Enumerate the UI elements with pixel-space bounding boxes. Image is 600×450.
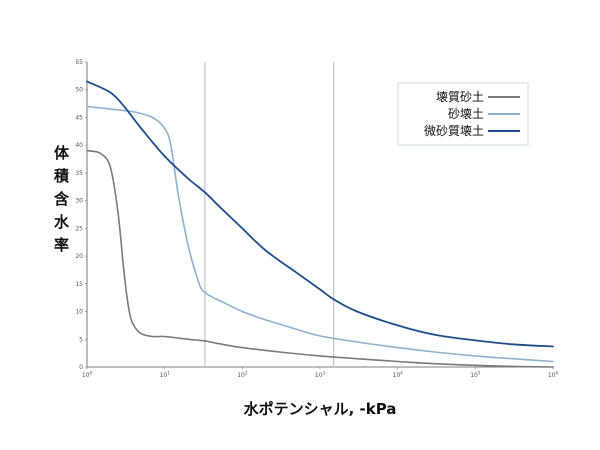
y-tick-label: 20 — [75, 253, 83, 260]
y-tick-label: 40 — [75, 142, 83, 149]
x-tick-label: 104 — [393, 371, 404, 380]
y-tick-label: 5 — [79, 336, 83, 343]
x-tick-label: 105 — [470, 371, 481, 380]
y-tick-label: 45 — [75, 114, 83, 121]
x-axis-title: 水ポテンシャル, -kPa — [244, 400, 397, 418]
x-tick-label: 102 — [237, 371, 248, 380]
y-tick-label: 25 — [75, 225, 83, 232]
y-tick-label: 10 — [75, 309, 83, 316]
series-line-3 — [86, 80, 554, 348]
x-ticks: 100 101 102 103 104 105 106 — [82, 367, 559, 379]
y-axis-title: 体積含水率 — [53, 144, 70, 254]
reference-lines — [204, 62, 335, 367]
y-tick-label: 50 — [75, 87, 83, 94]
y-tick-label: 15 — [75, 281, 83, 288]
series-lines — [86, 80, 554, 368]
series-line-1 — [86, 149, 554, 368]
legend-label-2: 砂壊土 — [448, 107, 484, 121]
legend-label-3: 微砂質壊土 — [424, 123, 484, 138]
series-line-2 — [86, 105, 554, 363]
legend-label-1: 壊質砂土 — [436, 89, 484, 104]
y-tick-label: 55 — [75, 59, 83, 66]
y-tick-label: 30 — [75, 198, 83, 205]
y-tick-label: 35 — [75, 170, 83, 177]
y-ticks: 0 5 10 15 20 25 30 35 40 45 50 55 — [75, 59, 87, 371]
y-tick-label: 0 — [79, 364, 83, 371]
x-tick-label: 106 — [548, 371, 559, 380]
x-tick-label: 101 — [160, 371, 171, 380]
x-tick-label: 100 — [82, 371, 93, 380]
x-tick-label: 103 — [315, 371, 326, 380]
